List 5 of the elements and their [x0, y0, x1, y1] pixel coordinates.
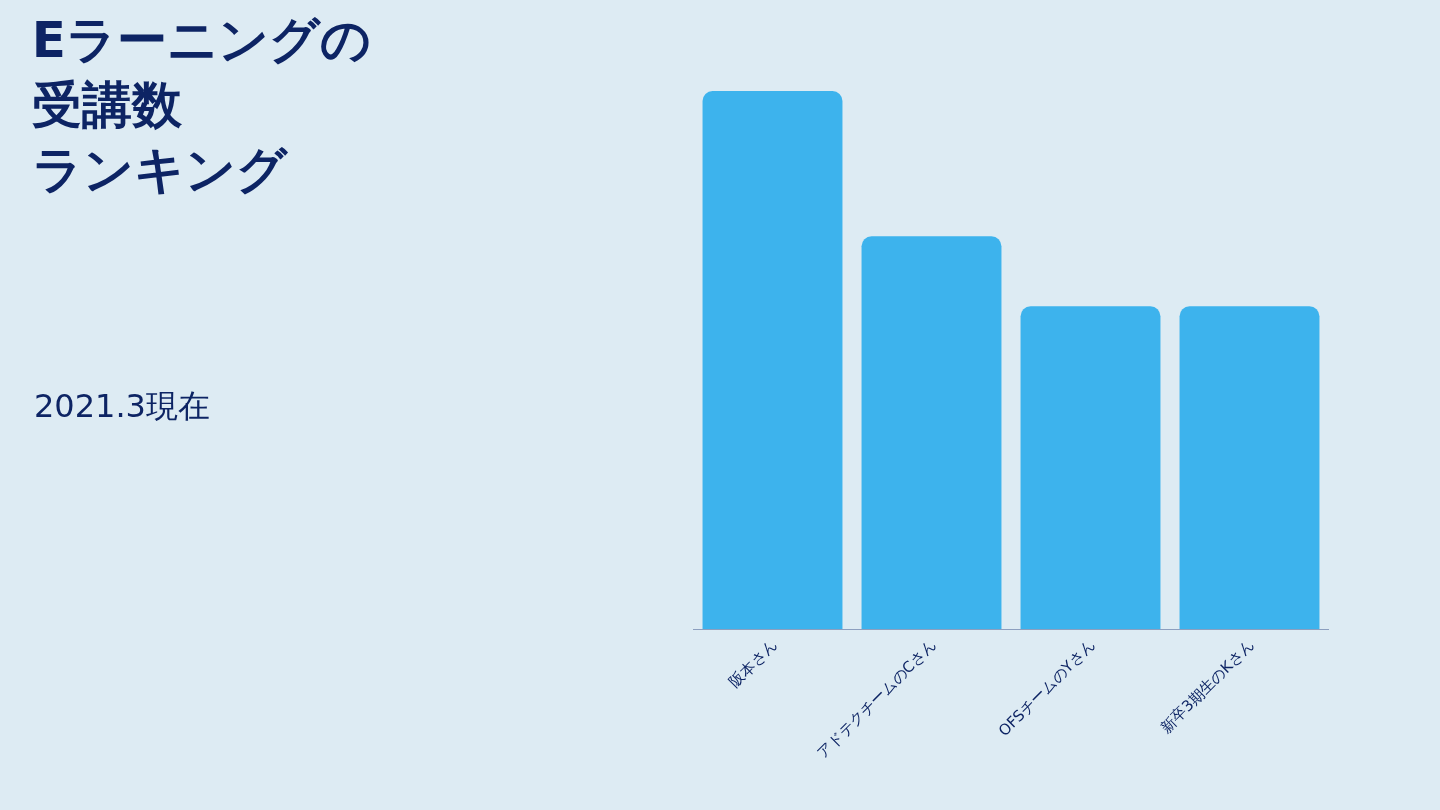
text: Eラーニングの受講数ランキング	[31, 10, 371, 199]
x-tick-label: 阪本さん	[725, 635, 781, 692]
x-tick-label: アドテクチームのCさん	[813, 635, 940, 763]
x-tick-label: 新卒3期生のKさん	[1156, 635, 1258, 737]
text: 2021.3現在	[34, 387, 210, 425]
